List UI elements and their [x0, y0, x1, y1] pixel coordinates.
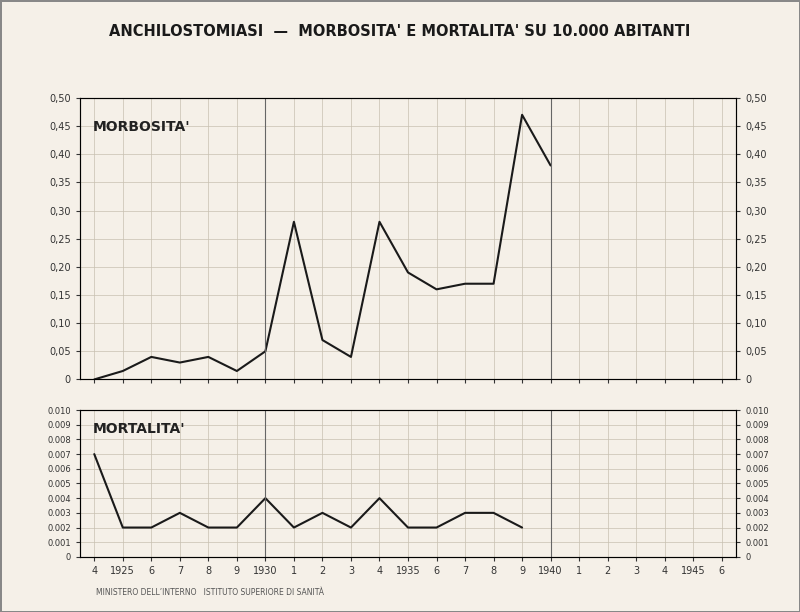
Text: MINISTERO DELL’INTERNO   ISTITUTO SUPERIORE DI SANITÀ: MINISTERO DELL’INTERNO ISTITUTO SUPERIOR… [96, 588, 324, 597]
Text: ANCHILOSTOMIASI  —  MORBOSITA' E MORTALITA' SU 10.000 ABITANTI: ANCHILOSTOMIASI — MORBOSITA' E MORTALITA… [110, 24, 690, 40]
Text: MORTALITA': MORTALITA' [93, 422, 186, 436]
Text: MORBOSITA': MORBOSITA' [93, 121, 190, 135]
